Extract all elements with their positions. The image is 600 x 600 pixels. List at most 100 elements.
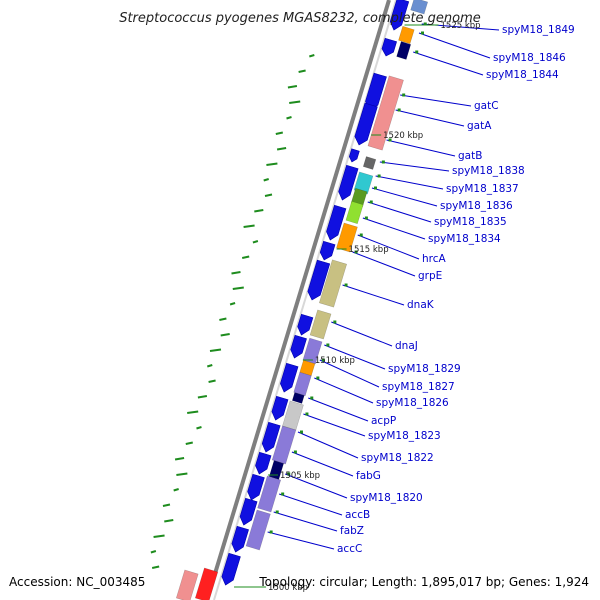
cds-feature-block[interactable] bbox=[362, 156, 377, 170]
cds-forward-feature[interactable] bbox=[253, 451, 272, 475]
cds-feature-block[interactable] bbox=[410, 0, 429, 15]
gene-label-grpE[interactable]: grpE bbox=[418, 270, 442, 282]
gene-label-gatB[interactable]: gatB bbox=[458, 150, 482, 162]
cds-feature-block[interactable] bbox=[396, 41, 412, 60]
cds-arrow-shape bbox=[261, 421, 281, 453]
cds-forward-feature[interactable] bbox=[270, 395, 289, 421]
cds-arrow-shape bbox=[255, 451, 272, 475]
label-anchor-dot bbox=[359, 233, 363, 237]
cds-feature-block[interactable] bbox=[291, 392, 305, 404]
cds-feature-block[interactable] bbox=[293, 371, 312, 397]
gene-label-spyM18_1826[interactable]: spyM18_1826 bbox=[376, 397, 449, 409]
cds-forward-feature[interactable] bbox=[289, 334, 307, 359]
cds-arrow-shape bbox=[221, 552, 241, 586]
gene-label-acpP[interactable]: acpP bbox=[371, 415, 396, 427]
cds-feature-block[interactable] bbox=[398, 25, 415, 45]
gene-label-spyM18_1836[interactable]: spyM18_1836 bbox=[440, 200, 513, 212]
cds-forward-feature[interactable] bbox=[348, 148, 360, 163]
feature-block-shape bbox=[302, 337, 323, 365]
gc-skew-mark bbox=[276, 147, 287, 151]
feature-block-shape bbox=[336, 222, 358, 253]
gene-label-spyM18_1844[interactable]: spyM18_1844 bbox=[486, 69, 559, 81]
cds-arrow-shape bbox=[290, 334, 307, 359]
cds-forward-feature[interactable] bbox=[353, 102, 378, 147]
cds-forward-feature[interactable] bbox=[220, 552, 241, 586]
label-anchor-dot bbox=[287, 472, 291, 476]
gc-skew-mark bbox=[206, 364, 213, 368]
cds-forward-feature[interactable] bbox=[260, 421, 281, 453]
gc-skew-mark bbox=[231, 271, 241, 275]
gene-label-spyM18_1829[interactable]: spyM18_1829 bbox=[388, 363, 461, 375]
gene-label-fabG[interactable]: fabG bbox=[356, 470, 381, 482]
cds-feature-block[interactable] bbox=[336, 222, 358, 253]
cds-feature-block[interactable] bbox=[302, 337, 323, 365]
leader-line bbox=[324, 344, 386, 370]
cds-forward-feature[interactable] bbox=[324, 204, 347, 241]
leader-line bbox=[395, 109, 465, 127]
cds-feature-block[interactable] bbox=[245, 509, 271, 551]
cds-forward-feature[interactable] bbox=[380, 37, 397, 57]
cds-forward-feature[interactable] bbox=[278, 362, 299, 393]
gene-label-gatA[interactable]: gatA bbox=[467, 120, 492, 132]
cds-feature-block[interactable] bbox=[318, 259, 348, 308]
cds-forward-feature[interactable] bbox=[246, 473, 265, 501]
cds-forward-feature[interactable] bbox=[230, 525, 249, 553]
leader-line bbox=[273, 511, 338, 532]
leader-line bbox=[308, 397, 369, 422]
gc-skew-mark bbox=[275, 131, 284, 135]
gc-skew-mark bbox=[219, 317, 227, 321]
gc-skew-mark bbox=[241, 255, 250, 259]
gene-label-spyM18_1846[interactable]: spyM18_1846 bbox=[493, 52, 566, 64]
gene-label-spyM18_1822[interactable]: spyM18_1822 bbox=[361, 452, 434, 464]
gene-label-spyM18_1838[interactable]: spyM18_1838 bbox=[452, 165, 525, 177]
gene-label-spyM18_1849[interactable]: spyM18_1849 bbox=[502, 24, 575, 36]
cds-forward-feature[interactable] bbox=[337, 164, 359, 201]
gc-skew-mark bbox=[197, 395, 208, 399]
leader-line bbox=[357, 234, 420, 260]
cds-forward-feature[interactable] bbox=[306, 259, 331, 302]
cds-arrow-shape bbox=[239, 497, 258, 526]
cds-feature-block[interactable] bbox=[345, 200, 364, 225]
gc-skew-mark bbox=[263, 178, 269, 182]
cds-feature-block[interactable] bbox=[367, 75, 404, 151]
gene-label-spyM18_1823[interactable]: spyM18_1823 bbox=[368, 430, 441, 442]
cds-feature-block[interactable] bbox=[271, 425, 297, 465]
gene-label-hrcA[interactable]: hrcA bbox=[422, 253, 447, 265]
gc-skew-mark bbox=[298, 69, 306, 73]
leader-line bbox=[379, 161, 450, 172]
gene-label-accB[interactable]: accB bbox=[345, 509, 370, 521]
cds-feature-block[interactable] bbox=[309, 309, 332, 340]
cds-arrow-shape bbox=[271, 395, 289, 421]
gene-label-spyM18_1827[interactable]: spyM18_1827 bbox=[382, 381, 455, 393]
gene-label-fabZ[interactable]: fabZ bbox=[340, 525, 364, 537]
leader-line bbox=[362, 217, 426, 240]
cds-feature-block[interactable] bbox=[175, 569, 199, 600]
gene-label-spyM18_1835[interactable]: spyM18_1835 bbox=[434, 216, 507, 228]
label-anchor-dot bbox=[397, 108, 401, 112]
gene-label-spyM18_1820[interactable]: spyM18_1820 bbox=[350, 492, 423, 504]
label-anchor-dot bbox=[281, 492, 285, 496]
gc-skew-mark bbox=[185, 441, 193, 445]
gene-label-dnaK[interactable]: dnaK bbox=[407, 299, 435, 311]
gene-label-dnaJ[interactable]: dnaJ bbox=[395, 340, 418, 352]
cds-forward-feature[interactable] bbox=[388, 0, 410, 32]
label-anchor-dot bbox=[423, 22, 427, 26]
topology-summary: Topology: circular; Length: 1,895,017 bp… bbox=[258, 575, 589, 589]
gene-label-gatC[interactable]: gatC bbox=[474, 100, 499, 112]
cds-feature-block[interactable] bbox=[257, 475, 282, 513]
gene-label-accC[interactable]: accC bbox=[337, 543, 362, 555]
gene-label-spyM18_1837[interactable]: spyM18_1837 bbox=[446, 183, 519, 195]
cds-forward-feature[interactable] bbox=[318, 240, 336, 261]
kbp-label: 1515 kbp bbox=[349, 245, 389, 255]
cds-arrow-shape bbox=[354, 102, 378, 146]
cds-arrow-shape bbox=[280, 362, 299, 393]
cds-forward-feature[interactable] bbox=[238, 497, 258, 526]
cds-forward-feature[interactable] bbox=[296, 313, 314, 336]
label-anchor-dot bbox=[299, 430, 303, 434]
feature-block-shape bbox=[362, 156, 377, 170]
label-anchor-dot bbox=[293, 450, 297, 454]
cds-arrow-shape bbox=[326, 204, 347, 241]
gene-label-spyM18_1834[interactable]: spyM18_1834 bbox=[428, 233, 501, 245]
kbp-label: 1500 kbp bbox=[268, 583, 308, 593]
